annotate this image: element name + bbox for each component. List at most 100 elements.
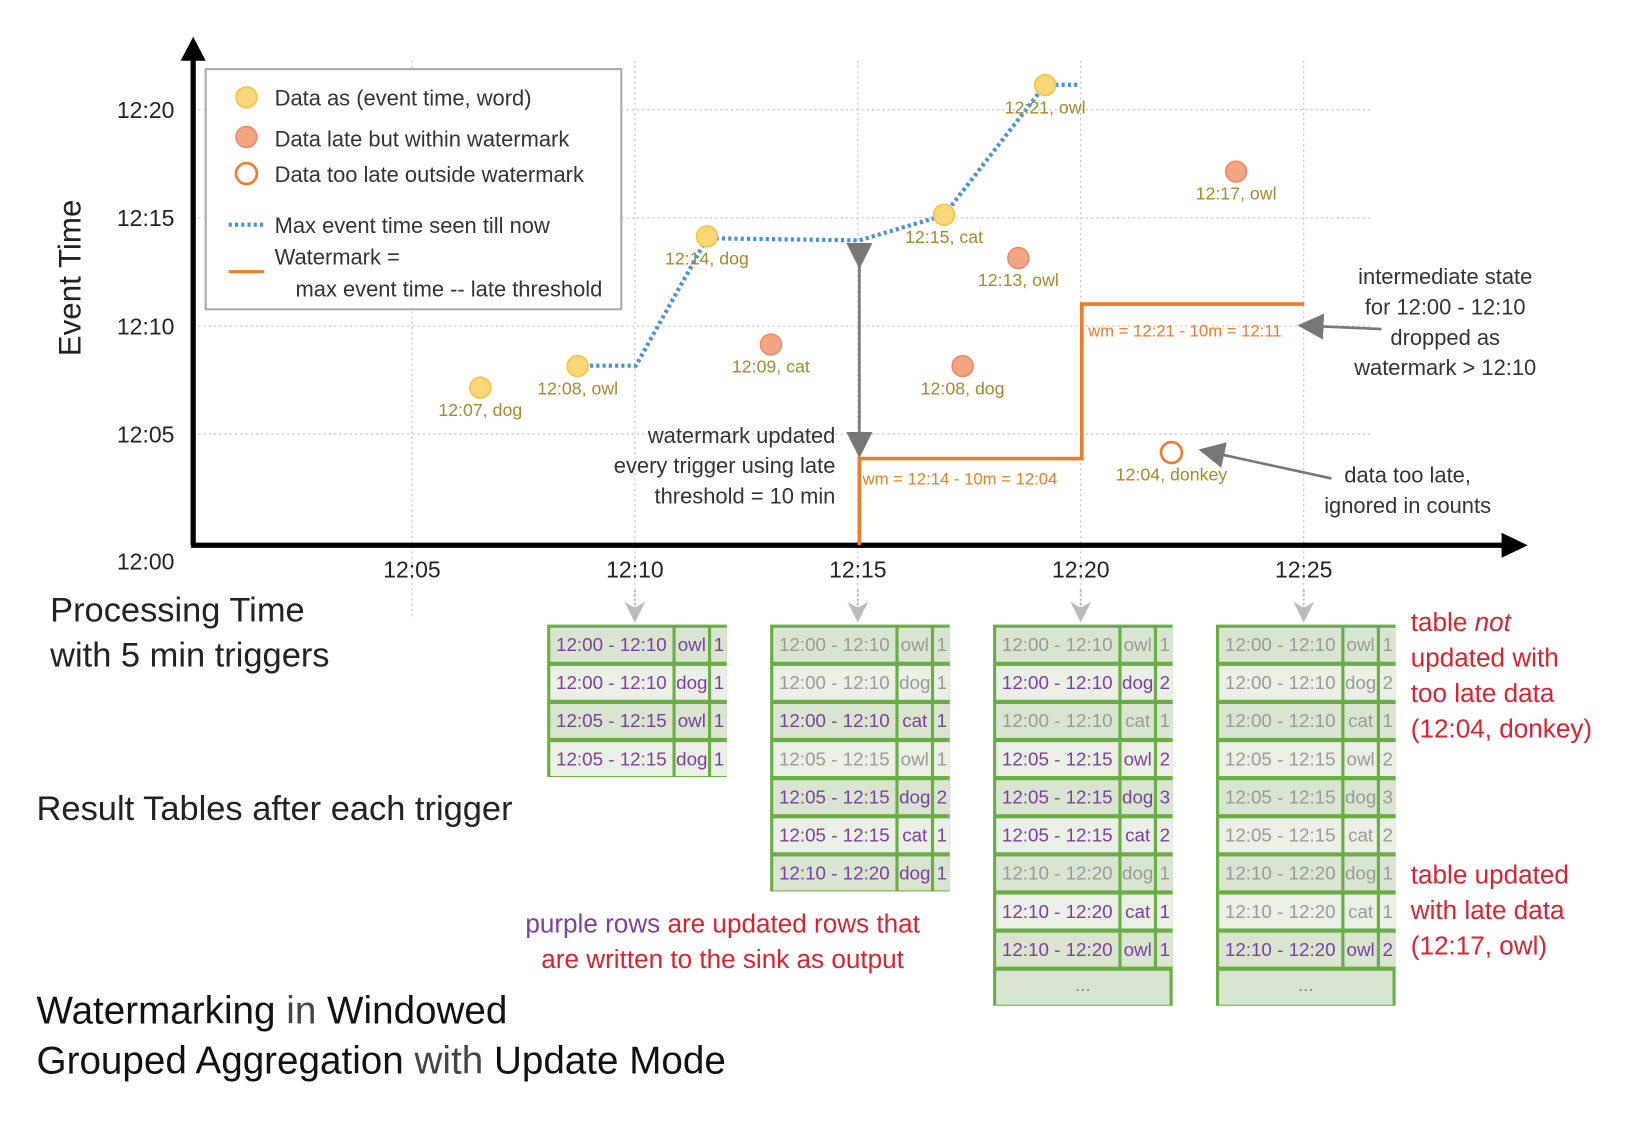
word-cell: owl: [901, 748, 929, 769]
data-point-too-late: 12:04, donkey: [1116, 440, 1228, 485]
window-cell: 12:05 - 12:15: [1225, 825, 1336, 846]
window-cell: 12:00 - 12:10: [1225, 672, 1336, 693]
y-tick-label: 12:05: [117, 421, 174, 447]
result-table-1225: 12:00 - 12:10 owl 112:00 - 12:10 dog 212:00 …: [1216, 624, 1396, 1006]
svg-text:watermark > 12:10: watermark > 12:10: [1353, 355, 1536, 380]
table-row: 12:05 - 12:15 dog 3: [996, 780, 1173, 815]
data-point-label: 12:15, cat: [905, 227, 983, 247]
data-point-label: 12:04, donkey: [1116, 465, 1228, 485]
word-cell: owl: [1124, 634, 1152, 655]
word-cell: owl: [1347, 939, 1375, 960]
count-cell: 1: [1383, 634, 1393, 655]
word-cell: cat: [1125, 710, 1151, 731]
table-row: 12:00 - 12:10 dog 1: [773, 665, 950, 700]
word-cell: cat: [902, 825, 928, 846]
data-point-late: 12:13, owl: [978, 246, 1059, 290]
table-row: 12:05 - 12:15 dog 3: [1219, 780, 1396, 815]
table-row: 12:10 - 12:20 owl 2: [1219, 932, 1396, 967]
table-row: 12:00 - 12:10 owl 1: [996, 627, 1173, 662]
window-cell: 12:05 - 12:15: [1002, 825, 1113, 846]
y-tick-label: 12:10: [117, 313, 174, 339]
x-tick-label: 12:25: [1275, 557, 1332, 583]
word-cell: owl: [1347, 634, 1375, 655]
ellipsis-row: ...: [1075, 974, 1091, 995]
word-cell: cat: [1348, 825, 1374, 846]
data-point-label: 12:13, owl: [978, 270, 1059, 290]
updated-note: table updated with late data (12:17, owl…: [1410, 860, 1569, 961]
data-point-late: 12:17, owl: [1196, 160, 1277, 204]
svg-text:Watermarking in Windowed: Watermarking in Windowed: [37, 990, 508, 1033]
intermediate-state-note: intermediate state for 12:00 - 12:10 dro…: [1297, 264, 1536, 380]
data-point-label: 12:17, owl: [1196, 184, 1277, 204]
word-cell: dog: [899, 863, 930, 884]
watermark-label-2: wm = 12:21 - 10m = 12:11: [1087, 321, 1282, 340]
svg-text:too late data: too late data: [1411, 678, 1555, 708]
table-row: 12:00 - 12:10 owl 1: [1219, 627, 1396, 662]
figure-title: Watermarking in Windowed Grouped Aggrega…: [37, 990, 726, 1083]
table-row: 12:05 - 12:15 cat 2: [996, 818, 1173, 853]
window-cell: 12:10 - 12:20: [1225, 863, 1336, 884]
data-point-label: 12:08, owl: [537, 378, 618, 398]
result-table-1220: 12:00 - 12:10 owl 112:00 - 12:10 dog 212:00 …: [993, 624, 1173, 1006]
word-cell: cat: [1125, 825, 1151, 846]
x-tick-label: 12:05: [383, 557, 440, 583]
svg-text:(12:04, donkey): (12:04, donkey): [1411, 713, 1592, 743]
result-tables-label: Result Tables after each trigger: [37, 790, 513, 828]
x-tick-labels: 12:05 12:10 12:15 12:20 12:25: [383, 557, 1332, 583]
count-cell: 1: [1383, 863, 1393, 884]
data-point-label: 12:14, dog: [665, 249, 749, 269]
late-marker-icon: [235, 125, 258, 149]
window-cell: 12:00 - 12:10: [779, 634, 890, 655]
result-table-1210: 12:00 - 12:10 owl 112:00 - 12:10 dog 112:05 …: [547, 624, 727, 778]
svg-text:are written to the sink as out: are written to the sink as output: [541, 944, 904, 974]
legend: Data as (event time, word) Data late but…: [204, 68, 623, 311]
y-axis-title: Event Time: [52, 200, 87, 357]
word-cell: owl: [901, 634, 929, 655]
svg-text:for 12:00 - 12:10: for 12:00 - 12:10: [1365, 294, 1526, 319]
table-row: 12:10 - 12:20 cat 1: [996, 894, 1173, 929]
count-cell: 1: [1160, 901, 1170, 922]
purple-rows-note: purple rows are updated rows that are wr…: [525, 909, 920, 975]
window-cell: 12:05 - 12:15: [779, 786, 890, 807]
on-time-marker-icon: [235, 86, 258, 109]
y-tick-label: 12:15: [117, 205, 174, 231]
data-point-on-time: 12:14, dog: [665, 225, 749, 269]
data-point-label: 12:07, dog: [438, 400, 522, 420]
window-cell: 12:05 - 12:15: [779, 825, 890, 846]
data-point-on-time: 12:08, owl: [537, 354, 618, 398]
count-cell: 1: [937, 748, 947, 769]
data-point-label: 12:21, owl: [1005, 97, 1086, 117]
window-cell: 12:05 - 12:15: [1002, 748, 1113, 769]
window-cell: 12:10 - 12:20: [1002, 939, 1113, 960]
count-cell: 1: [1160, 634, 1170, 655]
data-points: 12:07, dog 12:08, owl 12:14, dog 12:09, cat…: [438, 73, 1277, 485]
table-row: 12:00 - 12:10 cat 1: [773, 703, 950, 738]
count-cell: 1: [1160, 863, 1170, 884]
table-row: 12:00 - 12:10 dog 2: [1219, 665, 1396, 700]
word-cell: owl: [1347, 748, 1375, 769]
y-axis-arrow-icon: [180, 36, 206, 61]
svg-text:table updated: table updated: [1411, 860, 1569, 890]
legend-watermark-formula: max event time -- late threshold: [296, 277, 603, 302]
y-tick-label: 12:00: [117, 548, 174, 574]
max-event-time-line: [577, 82, 1078, 368]
table-row: 12:10 - 12:20 dog 1: [1219, 856, 1396, 891]
window-cell: 12:00 - 12:10: [1002, 672, 1113, 693]
table-row: 12:10 - 12:20 owl 1: [996, 932, 1173, 967]
svg-text:purple rows are updated rows t: purple rows are updated rows that: [525, 909, 920, 939]
count-cell: 1: [1383, 710, 1393, 731]
count-cell: 3: [1383, 786, 1393, 807]
window-cell: 12:05 - 12:15: [1225, 786, 1336, 807]
count-cell: 1: [937, 634, 947, 655]
table-row: 12:00 - 12:10 cat 1: [996, 703, 1173, 738]
data-point-late: 12:09, cat: [732, 333, 810, 377]
window-cell: 12:05 - 12:15: [779, 748, 890, 769]
svg-text:updated with: updated with: [1411, 642, 1559, 672]
count-cell: 2: [1160, 748, 1170, 769]
legend-too-late: Data too late outside watermark: [275, 162, 584, 187]
x-tick-label: 12:10: [606, 557, 663, 583]
window-cell: 12:00 - 12:10: [1225, 634, 1336, 655]
legend-max-event: Max event time seen till now: [275, 213, 550, 238]
data-point-on-time: 12:15, cat: [905, 203, 983, 247]
svg-text:ignored in counts: ignored in counts: [1324, 493, 1491, 518]
